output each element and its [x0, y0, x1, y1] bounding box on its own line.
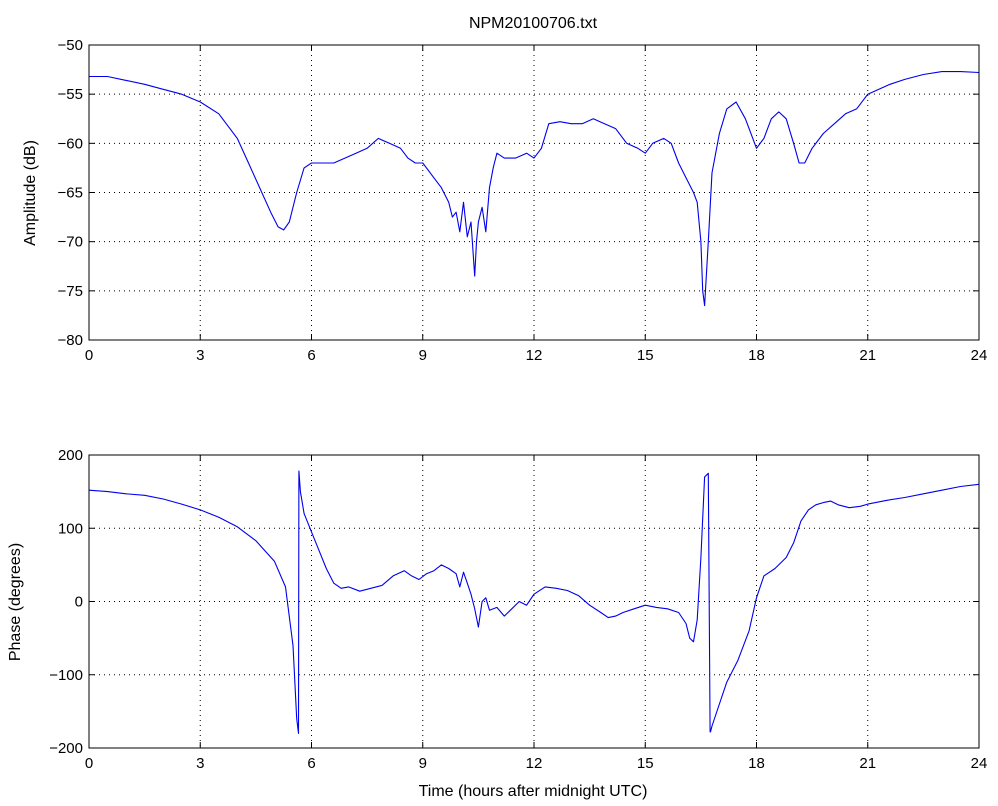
amplitude-x-tick-label: 0	[85, 347, 93, 364]
phase-y-tick-label: −100	[49, 667, 83, 684]
chart-title: NPM20100706.txt	[469, 15, 598, 32]
phase-x-tick-label: 6	[307, 755, 315, 772]
phase-x-tick-label: 12	[526, 755, 543, 772]
phase-series-line	[88, 470, 980, 734]
amplitude-y-tick-label: −55	[58, 86, 83, 103]
amplitude-x-tick-label: 12	[526, 347, 543, 364]
amplitude-x-tick-label: 15	[637, 347, 654, 364]
phase-y-axis-label: Phase (degrees)	[7, 543, 24, 661]
phase-y-tick-label: 0	[75, 594, 83, 611]
amplitude-x-tick-label: 21	[859, 347, 876, 364]
phase-x-axis-label: Time (hours after midnight UTC)	[419, 783, 648, 800]
phase-x-tick-label: 18	[748, 755, 765, 772]
amplitude-x-tick-label: 9	[419, 347, 427, 364]
phase-x-tick-label: 0	[85, 755, 93, 772]
phase-x-tick-label: 21	[859, 755, 876, 772]
amplitude-panel: 0 3 6 9 12 15 18 21 24 −80 −75 −70 −65 −60 −55 −50	[58, 37, 988, 364]
amplitude-y-tick-label: −50	[58, 37, 83, 54]
amplitude-x-tick-label: 18	[748, 347, 765, 364]
amplitude-y-tick-label: −80	[58, 332, 83, 349]
phase-x-tick-label: 3	[196, 755, 204, 772]
phase-y-tick-label: 100	[58, 520, 83, 537]
amplitude-series-line	[89, 71, 980, 307]
phase-y-tick-label: −200	[49, 740, 83, 757]
phase-y-tick-label: 200	[58, 447, 83, 464]
phase-x-tick-label: 24	[971, 755, 988, 772]
amplitude-x-tick-label: 6	[307, 347, 315, 364]
amplitude-x-tick-label: 24	[971, 347, 988, 364]
phase-x-tick-label: 9	[419, 755, 427, 772]
amplitude-y-tick-label: −70	[58, 234, 83, 251]
amplitude-y-tick-label: −75	[58, 283, 83, 300]
phase-x-tick-label: 15	[637, 755, 654, 772]
amplitude-y-axis-label: Amplitude (dB)	[22, 140, 39, 246]
phase-panel: 0 3 6 9 12 15 18 21 24 −200 −100 0 100 200	[49, 447, 987, 772]
amplitude-x-tick-label: 3	[196, 347, 204, 364]
amplitude-y-tick-label: −65	[58, 185, 83, 202]
amplitude-y-tick-label: −60	[58, 135, 83, 152]
